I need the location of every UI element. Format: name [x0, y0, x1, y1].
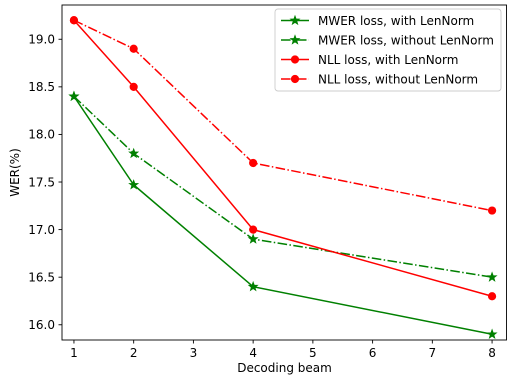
- legend-marker-1: [289, 14, 301, 26]
- legend-marker-3: [290, 55, 300, 64]
- data-point-s1-3: [247, 280, 259, 292]
- y-tick-label-16.5: 16.5: [28, 270, 55, 284]
- legend-marker-4: [290, 74, 300, 84]
- data-point-s2-2: [128, 147, 140, 159]
- y-tick-label-17.0: 17.0: [28, 223, 55, 237]
- series-line-1: [73, 95, 493, 336]
- data-point-s1-4: [486, 328, 498, 339]
- data-point-s3-2: [129, 82, 138, 91]
- x-tick-label-6: 6: [369, 346, 377, 360]
- data-point-s4-1: [69, 16, 79, 25]
- x-tick-label-3: 3: [190, 346, 198, 360]
- series-line-2: [73, 95, 493, 278]
- series-line-3: [73, 19, 493, 297]
- y-axis-label: WER(%): [8, 148, 22, 197]
- data-point-s4-3: [249, 158, 258, 168]
- plot-area: [68, 16, 498, 339]
- x-tick-label-7: 7: [429, 346, 437, 360]
- data-point-s2-3: [247, 233, 259, 244]
- data-point-s2-1: [68, 90, 80, 102]
- data-point-s3-4: [487, 292, 497, 301]
- data-point-s4-2: [129, 44, 138, 53]
- x-tick-label-1: 1: [70, 346, 78, 360]
- legend-label-4: NLL loss, without LenNorm: [318, 72, 478, 86]
- x-tick-label-2: 2: [130, 346, 138, 360]
- y-tick-label-18.5: 18.5: [28, 80, 55, 94]
- legend-label-1: MWER loss, with LenNorm: [318, 14, 474, 28]
- legend-label-3: NLL loss, with LenNorm: [318, 53, 458, 67]
- x-tick-label-4: 4: [249, 346, 257, 360]
- legend: MWER loss, with LenNorm MWER loss, withou…: [274, 8, 502, 92]
- x-tick-label-5: 5: [309, 346, 317, 360]
- legend-marker-2: [289, 34, 301, 45]
- legend-label-2: MWER loss, without LenNorm: [318, 33, 494, 47]
- y-tick-label-17.5: 17.5: [28, 175, 55, 189]
- series-line-4: [73, 19, 493, 212]
- data-point-s4-4: [487, 206, 497, 215]
- legend-box: [274, 8, 502, 92]
- data-point-s1-2: [128, 179, 140, 190]
- x-tick-label-8: 8: [488, 346, 496, 360]
- x-axis-label: Decoding beam: [237, 361, 332, 375]
- y-tick-label-19.0: 19.0: [28, 33, 55, 47]
- data-point-s2-4: [486, 271, 498, 282]
- y-tick-label-16.0: 16.0: [28, 318, 55, 332]
- data-point-s3-3: [249, 225, 258, 234]
- y-tick-label-18.0: 18.0: [28, 128, 55, 142]
